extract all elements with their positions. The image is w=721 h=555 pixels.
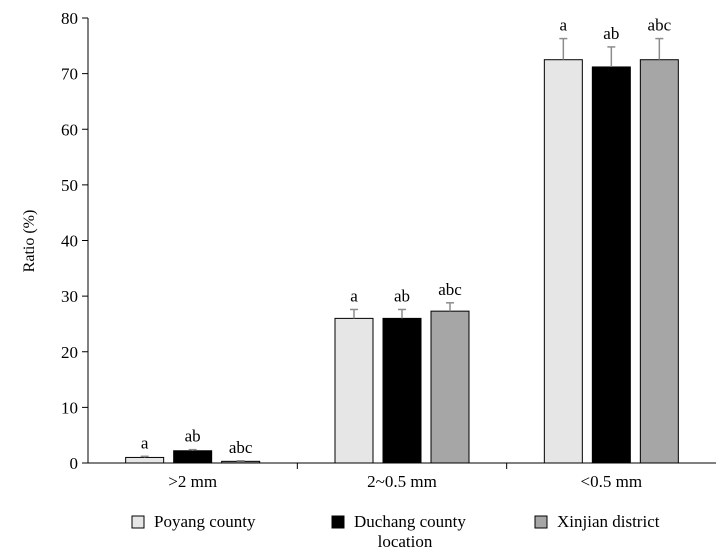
bar-poyang-county [125, 456, 165, 464]
bar-duchang-county [173, 450, 213, 464]
y-tick-label: 70 [61, 65, 78, 84]
legend: Poyang county Duchang county Xinjian distr… [131, 512, 660, 531]
legend-label: Poyang county [154, 512, 256, 531]
significance-label: ab [394, 286, 410, 305]
significance-label: abc [438, 280, 462, 299]
legend-swatch [534, 515, 548, 529]
y-tick-label: 30 [61, 287, 78, 306]
legend-item: Xinjian district [534, 512, 660, 531]
y-tick-label: 40 [61, 232, 78, 251]
significance-label: a [560, 16, 568, 35]
y-tick-label: 50 [61, 176, 78, 195]
legend-swatch [131, 515, 145, 529]
legend-swatch [331, 515, 345, 529]
significance-label: ab [185, 427, 201, 446]
y-tick-label: 20 [61, 343, 78, 362]
y-tick-label: 10 [61, 398, 78, 417]
x-axis-label: location [378, 532, 433, 551]
legend-item: Poyang county [131, 512, 256, 531]
x-tick-label: >2 mm [168, 472, 217, 491]
significance-label: a [350, 286, 358, 305]
bar-poyang-county [334, 317, 374, 464]
legend-label: Xinjian district [557, 512, 660, 531]
bar-poyang-county [543, 59, 583, 464]
x-tick-label: <0.5 mm [581, 472, 643, 491]
bar-duchang-county [591, 66, 631, 464]
legend-item: Duchang county [331, 512, 466, 531]
y-tick-label: 80 [61, 9, 78, 28]
significance-label: abc [229, 438, 253, 457]
bar-xinjian-district [430, 310, 470, 464]
significance-label: a [141, 433, 149, 452]
bar-duchang-county [382, 317, 422, 464]
y-tick-label: 60 [61, 120, 78, 139]
y-tick-label: 0 [70, 454, 79, 473]
legend-label: Duchang county [354, 512, 466, 531]
significance-label: abc [648, 16, 672, 35]
x-tick-label: 2~0.5 mm [367, 472, 437, 491]
bar-group: a a a ab ab ab abc abc abc [125, 16, 679, 464]
bar-xinjian-district [639, 59, 679, 464]
y-axis-label: Ratio (%) [21, 210, 38, 273]
significance-label: ab [603, 24, 619, 43]
